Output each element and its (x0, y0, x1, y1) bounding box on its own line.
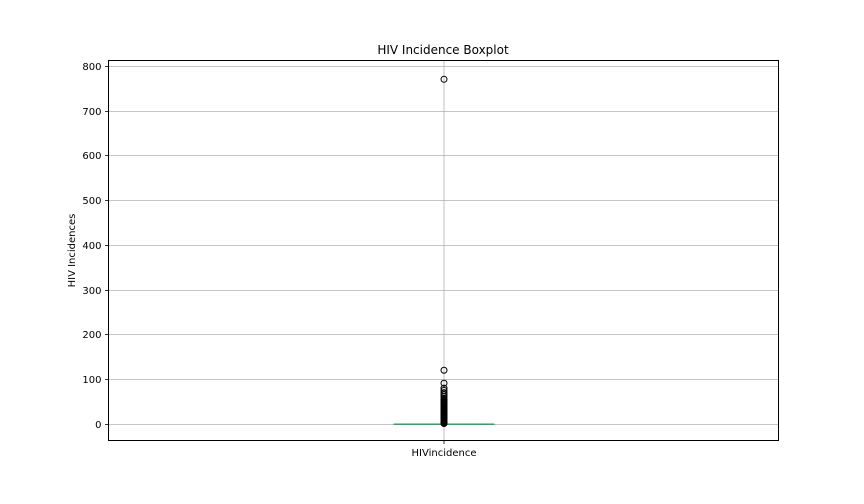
y-tick-label: 600 (82, 151, 101, 162)
y-tick-label: 500 (82, 196, 101, 207)
outlier-point (440, 75, 448, 83)
y-tick-label: 700 (82, 107, 101, 118)
y-tick-label: 0 (95, 420, 101, 431)
outlier-point (440, 389, 448, 397)
y-axis-label: HIV Incidences (67, 214, 78, 288)
outlier-point (440, 379, 448, 387)
x-axis-ticks: HIVincidence (412, 440, 477, 459)
plot-area-frame (108, 60, 779, 441)
y-tick-label: 300 (82, 286, 101, 297)
outlier-markers (440, 75, 448, 427)
grid-lines (108, 60, 779, 441)
y-axis-ticks: 0 100 200 300 400 500 600 700 800 (82, 62, 109, 431)
x-tick-label: HIVincidence (412, 448, 477, 459)
y-tick-label: 100 (82, 375, 101, 386)
outlier-point (440, 384, 448, 392)
outlier-point (440, 386, 448, 394)
chart-title: HIV Incidence Boxplot (377, 43, 509, 57)
y-tick-label: 800 (82, 62, 101, 73)
y-tick-label: 400 (82, 241, 101, 252)
outlier-point (440, 366, 448, 374)
y-tick-label: 200 (82, 330, 101, 341)
